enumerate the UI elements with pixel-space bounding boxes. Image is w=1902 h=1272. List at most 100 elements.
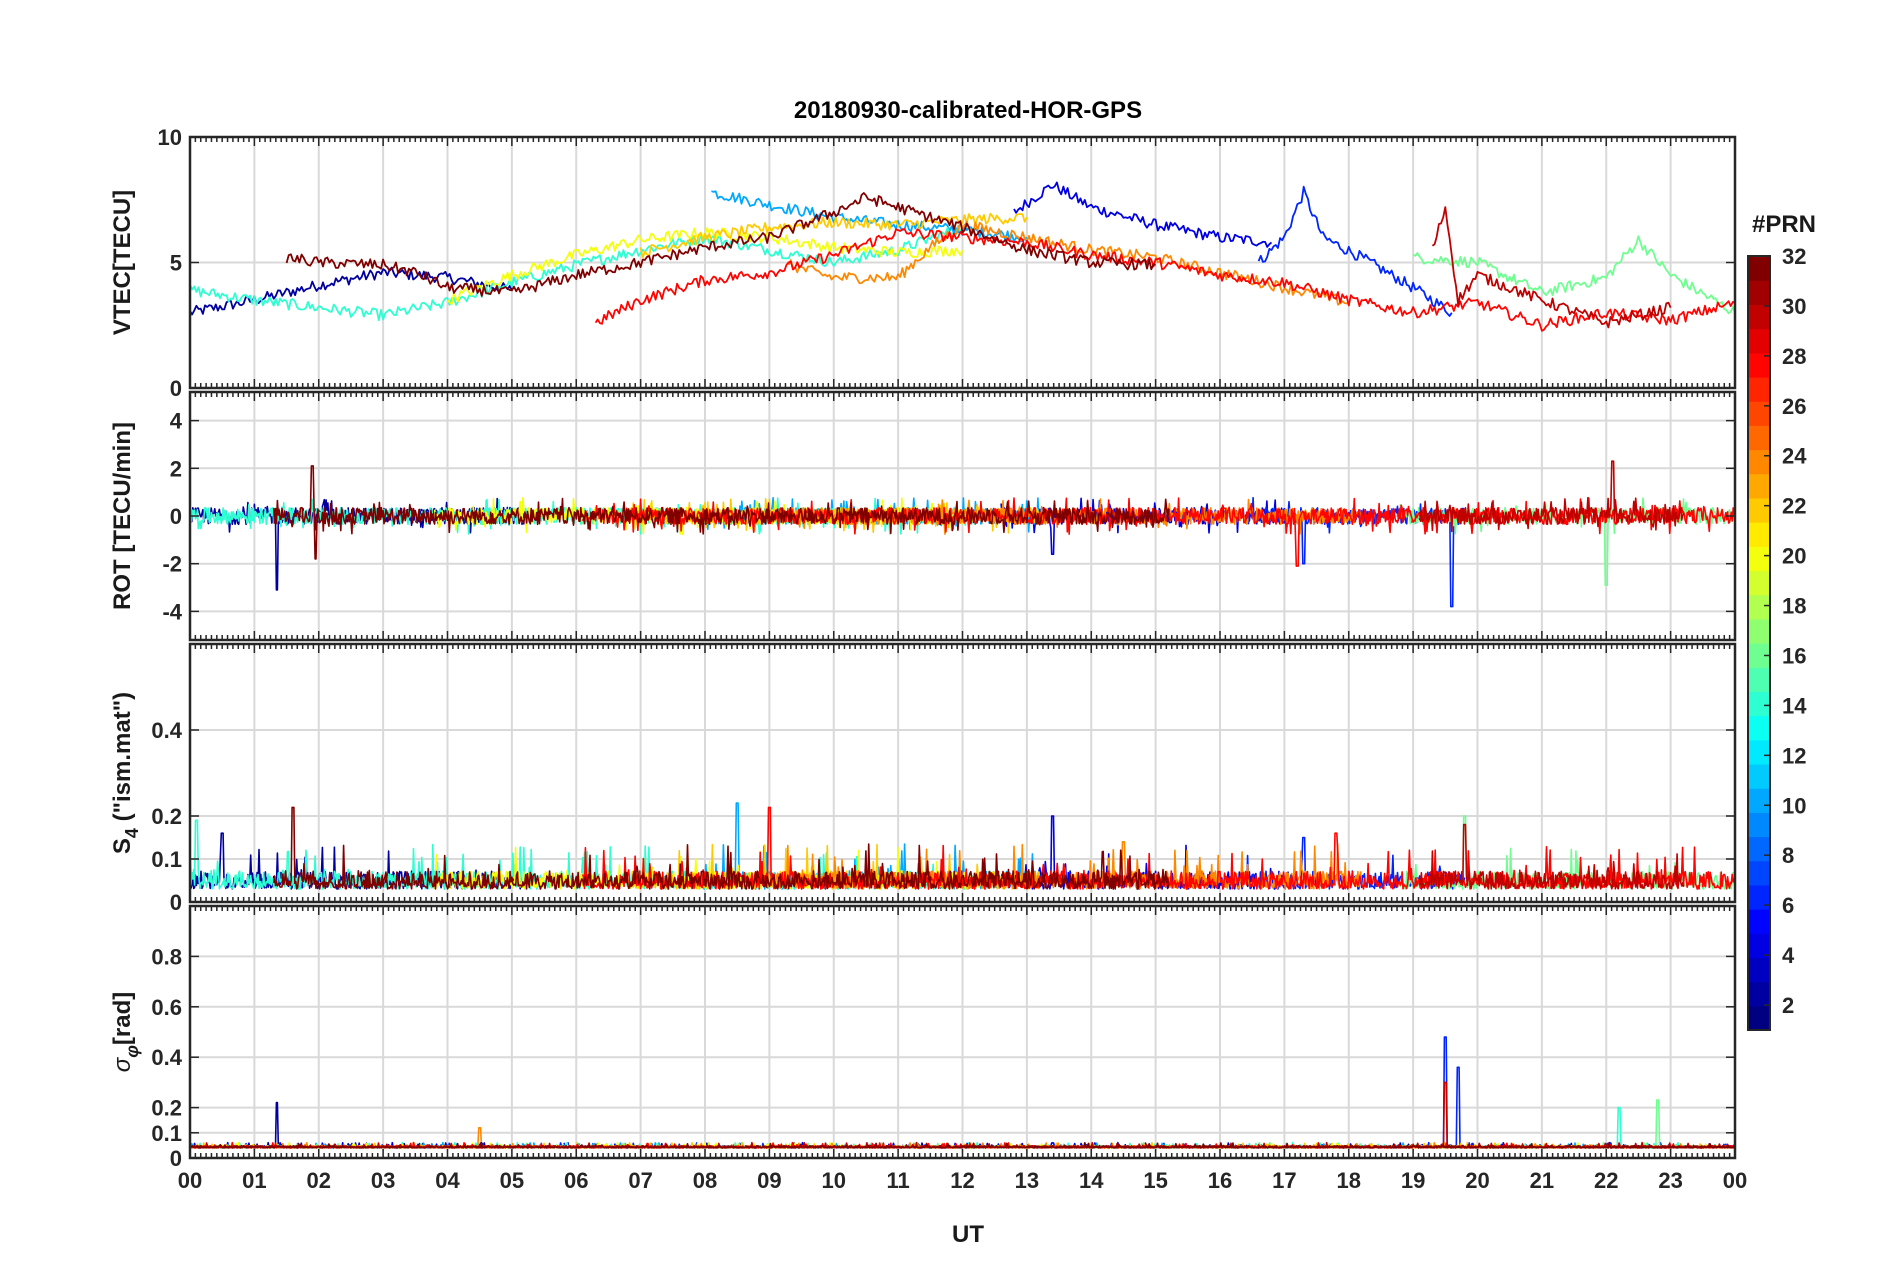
colorbar-tick-label: 12 xyxy=(1782,743,1806,768)
colorbar-segment xyxy=(1748,981,1770,1007)
y-axis-label-sigphi: σφ[rad] xyxy=(109,992,142,1073)
colorbar-tick-label: 8 xyxy=(1782,843,1794,868)
colorbar-segment xyxy=(1748,1005,1770,1031)
colorbar-segment xyxy=(1748,860,1770,886)
colorbar-tick-label: 16 xyxy=(1782,643,1806,668)
y-axis-label-rot: ROT [TECU/min] xyxy=(109,422,136,610)
colorbar-segment xyxy=(1748,328,1770,354)
rot-series-prn-32 xyxy=(272,465,1170,560)
vtec-series-prn-14 xyxy=(190,224,964,322)
colorbar-tick-label: 6 xyxy=(1782,893,1794,918)
x-tick-label: 22 xyxy=(1594,1168,1618,1193)
grid-sigphi xyxy=(190,906,1735,1159)
colorbar-tick-label: 4 xyxy=(1782,943,1795,968)
colorbar-segment xyxy=(1748,812,1770,838)
y-tick-label: 0.4 xyxy=(151,1045,182,1070)
x-tick-label: 18 xyxy=(1337,1168,1361,1193)
colorbar-segment xyxy=(1748,594,1770,620)
x-tick-label: 08 xyxy=(693,1168,717,1193)
ticks-sigphi xyxy=(189,906,1736,1159)
panel-s4: 0 0.1 0.2 0.4 S4 ("ism.mat") xyxy=(109,642,1737,915)
colorbar-segment xyxy=(1748,836,1770,862)
colorbar-segment xyxy=(1748,425,1770,451)
vtec-series-prn-4 xyxy=(1013,181,1273,248)
colorbar-segment xyxy=(1748,546,1770,572)
colorbar-segment xyxy=(1748,256,1770,281)
x-tick-label: 00 xyxy=(178,1168,202,1193)
x-tick-label: 10 xyxy=(822,1168,846,1193)
y-tick-label: -4 xyxy=(162,599,182,624)
colorbar-segment xyxy=(1748,449,1770,475)
y-tick-label: 0.1 xyxy=(151,1121,182,1146)
series-group-s4 xyxy=(190,802,1735,890)
x-tick-label: 23 xyxy=(1658,1168,1682,1193)
colorbar-segment xyxy=(1748,352,1770,378)
vtec-series-prn-30 xyxy=(1431,206,1672,329)
colorbar-tick-label: 14 xyxy=(1782,693,1807,718)
y-tick-label: 2 xyxy=(170,456,182,481)
colorbar-tick-label: 10 xyxy=(1782,793,1806,818)
colorbar-segment xyxy=(1748,909,1770,934)
colorbar-tick-label: 30 xyxy=(1782,294,1806,319)
x-tick-labels: 00 01 02 03 04 05 06 07 08 09 10 11 12 13 14 15 16 17 18 19… xyxy=(178,1168,1747,1193)
colorbar-tick-label: 26 xyxy=(1782,394,1806,419)
panel-sigphi: 00.10.2 0.4 0.6 0.8 σφ[rad] xyxy=(109,904,1737,1171)
series-group-rot xyxy=(190,460,1735,608)
x-tick-label: 11 xyxy=(886,1168,909,1193)
x-tick-label: 12 xyxy=(950,1168,974,1193)
ticks-vtec xyxy=(189,136,1736,389)
colorbar-segment xyxy=(1748,739,1770,765)
series-group-vtec xyxy=(190,181,1735,332)
vtec-series-prn-6 xyxy=(1257,185,1453,317)
vtec-series-prn-16 xyxy=(1412,235,1735,315)
x-tick-label: 03 xyxy=(371,1168,395,1193)
y-tick-label: 0.6 xyxy=(151,995,182,1020)
vtec-series-prn-32 xyxy=(285,192,1156,297)
vtec-series-prn-22 xyxy=(639,212,1028,259)
colorbar-frame xyxy=(1747,255,1771,1031)
colorbar-segment xyxy=(1748,280,1770,305)
y-tick-label: 0.4 xyxy=(151,718,182,743)
colorbar-segment xyxy=(1748,401,1770,426)
y-tick-label: 4 xyxy=(170,409,183,434)
x-tick-label: 13 xyxy=(1015,1168,1039,1193)
colorbar-label: #PRN xyxy=(1752,211,1816,238)
colorbar-segment xyxy=(1748,957,1770,983)
y-tick-label: 0 xyxy=(170,890,182,915)
colorbar-segment xyxy=(1748,933,1770,959)
x-tick-label: 00 xyxy=(1723,1168,1747,1193)
y-tick-label: 0.2 xyxy=(151,1096,182,1121)
x-tick-label: 05 xyxy=(500,1168,524,1193)
colorbar-segment xyxy=(1748,884,1770,910)
x-tick-label: 06 xyxy=(564,1168,588,1193)
panel-rot: -4 -2 0 2 4 ROT [TECU/min] xyxy=(109,390,1737,642)
colorbar-tick-label: 22 xyxy=(1782,494,1806,519)
colorbar-tick-label: 28 xyxy=(1782,344,1806,369)
colorbar-segment xyxy=(1748,715,1770,741)
colorbar-segment xyxy=(1748,304,1770,330)
vtec-series-prn-2 xyxy=(190,266,513,316)
chart-title: 20180930-calibrated-HOR-GPS xyxy=(794,97,1142,124)
y-tick-label: 0 xyxy=(170,504,182,529)
colorbar-tick-label: 2 xyxy=(1782,993,1794,1018)
colorbar-segment xyxy=(1748,570,1770,596)
ticks-s4 xyxy=(189,644,1736,903)
vtec-series-prn-24 xyxy=(787,220,1350,306)
x-tick-label: 20 xyxy=(1465,1168,1489,1193)
panel-vtec: 0 5 10 VTEC[TECU] xyxy=(109,125,1737,401)
colorbar-segment xyxy=(1748,618,1770,644)
colorbar-segment xyxy=(1748,522,1770,547)
colorbar-segment xyxy=(1748,788,1770,813)
series-group-sigphi xyxy=(190,1036,1735,1149)
colorbar-segment xyxy=(1748,473,1770,499)
x-tick-label: 15 xyxy=(1143,1168,1167,1193)
x-tick-label: 02 xyxy=(307,1168,331,1193)
s4-series-prn-32 xyxy=(272,806,1170,890)
vtec-series-prn-28 xyxy=(594,228,1735,332)
y-tick-label: 10 xyxy=(158,125,182,150)
colorbar-tick-label: 32 xyxy=(1782,244,1806,269)
x-tick-label: 14 xyxy=(1079,1168,1104,1193)
colorbar-tick-label: 18 xyxy=(1782,594,1806,619)
